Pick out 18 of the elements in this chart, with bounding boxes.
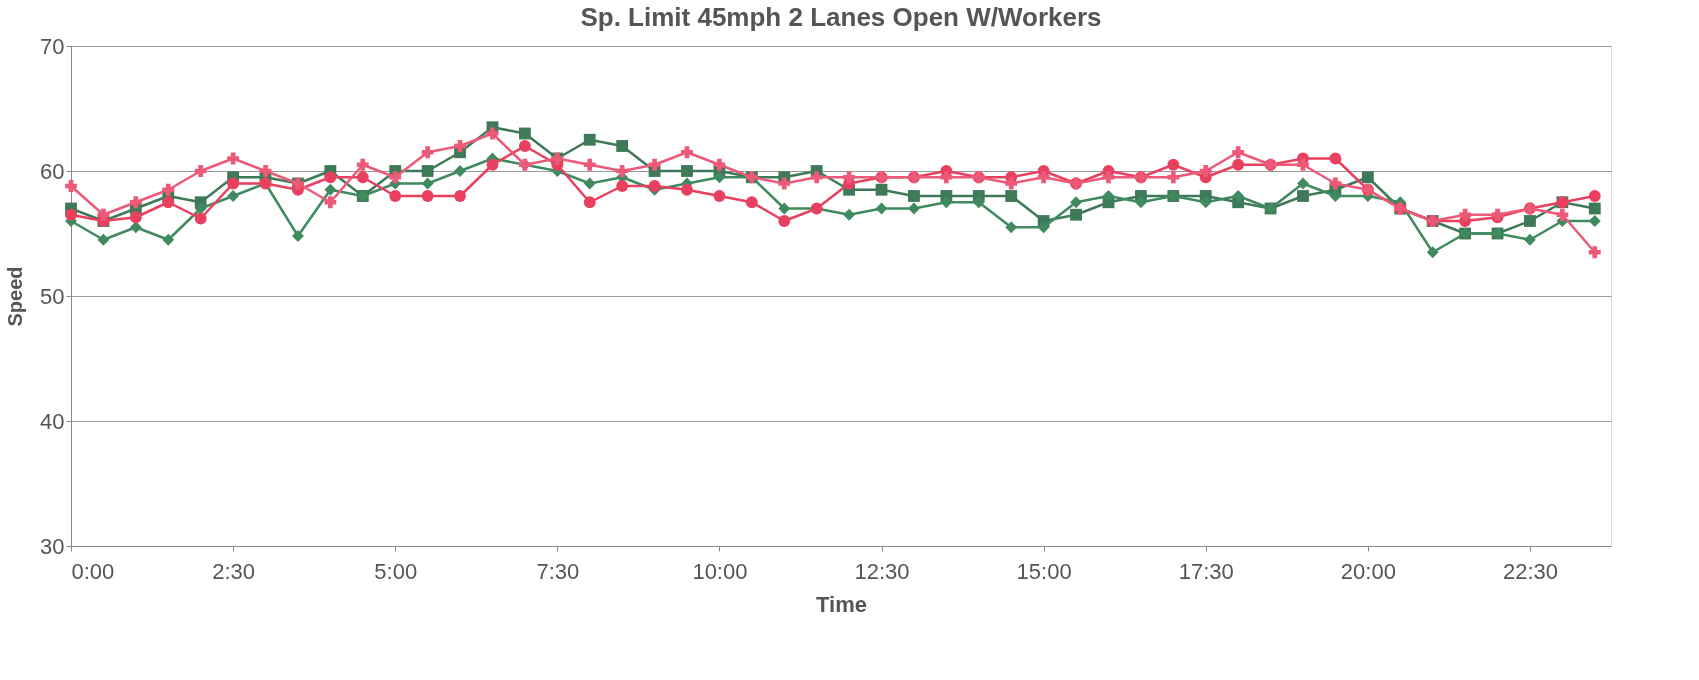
y-axis-title: Speed: [4, 266, 27, 327]
x-tick-label: 10:00: [692, 558, 748, 584]
x-tick-label: 2:30: [212, 558, 256, 584]
y-tick-label: 30: [40, 533, 65, 559]
x-tick-label: 15:00: [1016, 558, 1072, 584]
x-tick-label: 22:30: [1502, 558, 1558, 584]
x-tick-label: 5:00: [374, 558, 418, 584]
x-tick-label: 17:30: [1178, 558, 1234, 584]
x-tick-label: 7:30: [536, 558, 580, 584]
x-tick-label: 0:00: [71, 558, 115, 584]
chart-title: Sp. Limit 45mph 2 Lanes Open W/Workers: [580, 2, 1102, 32]
y-tick-label: 70: [40, 33, 65, 59]
x-axis-title: Time: [816, 591, 867, 617]
y-tick-label: 60: [40, 158, 65, 184]
x-tick-label: 20:00: [1340, 558, 1396, 584]
x-tick-label: 12:30: [854, 558, 910, 584]
y-tick-label: 40: [40, 408, 65, 434]
y-tick-label: 50: [40, 283, 65, 309]
